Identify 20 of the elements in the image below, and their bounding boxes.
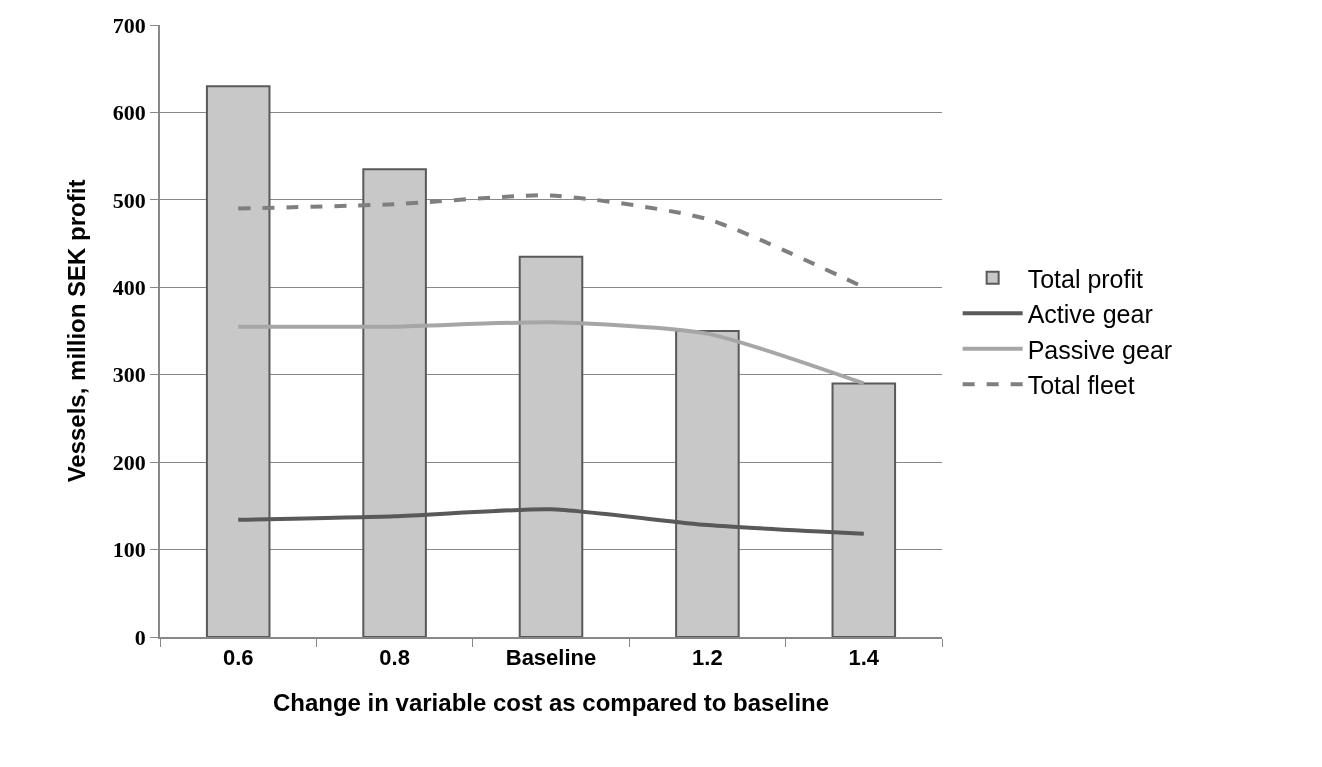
- x-tick-label: 0.8: [379, 645, 410, 671]
- line-series: [236, 320, 866, 386]
- x-axis-title: Change in variable cost as compared to baseline: [272, 688, 830, 716]
- x-tick-label: Baseline: [505, 645, 597, 671]
- legend-label: Total fleet: [1027, 371, 1135, 399]
- y-tick-label: 100: [112, 537, 146, 563]
- y-tick-label: 700: [112, 12, 146, 38]
- y-tick-label: 400: [112, 274, 146, 300]
- y-axis-title: Vessels, million SEK profit: [63, 179, 91, 483]
- legend-label: Passive gear: [1027, 335, 1173, 364]
- x-tick-label: 1.4: [848, 645, 880, 671]
- y-tick-label: 300: [112, 362, 146, 388]
- x-tick-label: 0.6: [222, 645, 254, 671]
- legend-label: Total profit: [1027, 264, 1144, 293]
- y-tick-label: 500: [112, 187, 146, 213]
- y-tick-label: 200: [112, 449, 146, 475]
- legend-label: Active gear: [1027, 300, 1153, 328]
- y-tick-label: 0: [134, 624, 146, 650]
- y-tick-label: 600: [112, 100, 146, 126]
- x-tick-label: 1.2: [692, 645, 723, 671]
